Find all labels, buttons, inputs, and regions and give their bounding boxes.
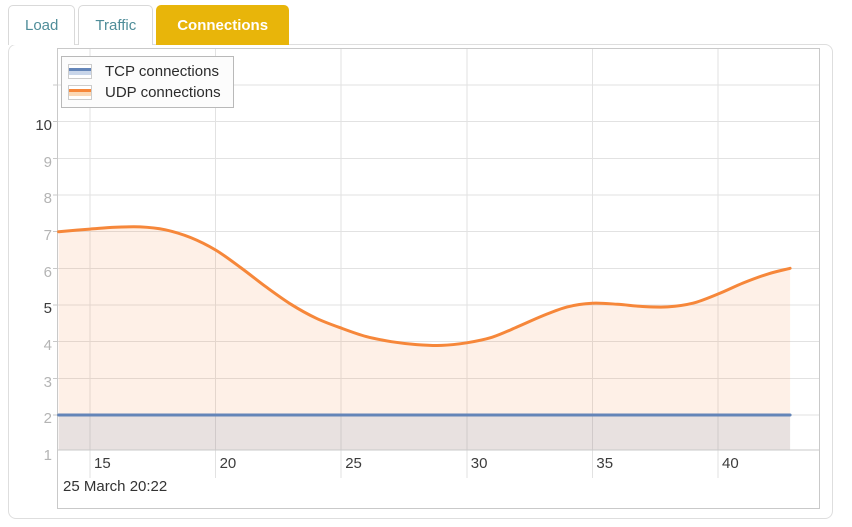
chart-legend: TCP connections UDP connections	[61, 56, 234, 108]
x-tick-label-30: 30	[470, 455, 488, 472]
tcp-area	[58, 415, 791, 450]
tab-bar: Load Traffic Connections	[8, 5, 290, 45]
y-tick-label-1: 1	[43, 447, 52, 465]
tab-connections[interactable]: Connections	[156, 5, 290, 45]
x-tick-label-20: 20	[219, 455, 237, 472]
legend-label-tcp: TCP connections	[105, 63, 219, 80]
tab-load[interactable]: Load	[8, 5, 76, 45]
legend-label-udp: UDP connections	[105, 84, 221, 101]
connections-area-chart	[53, 49, 819, 478]
x-tick-label-15: 15	[94, 455, 111, 472]
y-tick-label-8: 8	[43, 190, 52, 208]
udp-series-swatch	[68, 85, 92, 100]
udp-line	[57, 225, 792, 347]
x-tick-label-40: 40	[722, 455, 739, 472]
y-tick-label-6: 6	[43, 263, 52, 281]
y-tick-label-9: 9	[43, 153, 52, 171]
tab-traffic[interactable]: Traffic	[78, 5, 154, 45]
y-tick-label-5: 5	[43, 300, 52, 318]
tcp-series-swatch	[68, 64, 92, 79]
chart-panel: 1 2 3 4 5 6 7 8 9 10 15 20 25 30 35 40 25 March 20:22 …	[8, 44, 833, 519]
y-tick-label-4: 4	[43, 337, 52, 355]
y-tick-label-10: 10	[35, 117, 52, 134]
y-tick-label-7: 7	[43, 227, 52, 244]
x-tick-label-25: 25	[345, 455, 362, 472]
legend-item-tcp: TCP connections	[68, 61, 221, 82]
legend-item-udp: UDP connections	[68, 82, 221, 103]
y-tick-label-3: 3	[43, 373, 52, 391]
chart-start-timestamp: 25 March 20:22	[63, 478, 168, 495]
udp-area	[58, 226, 791, 450]
x-tick-label-35: 35	[596, 455, 614, 472]
chart-container: 15 20 25 30 35 40 25 March 20:22 TCP connecti…	[53, 48, 820, 509]
y-tick-label-2: 2	[43, 410, 52, 428]
